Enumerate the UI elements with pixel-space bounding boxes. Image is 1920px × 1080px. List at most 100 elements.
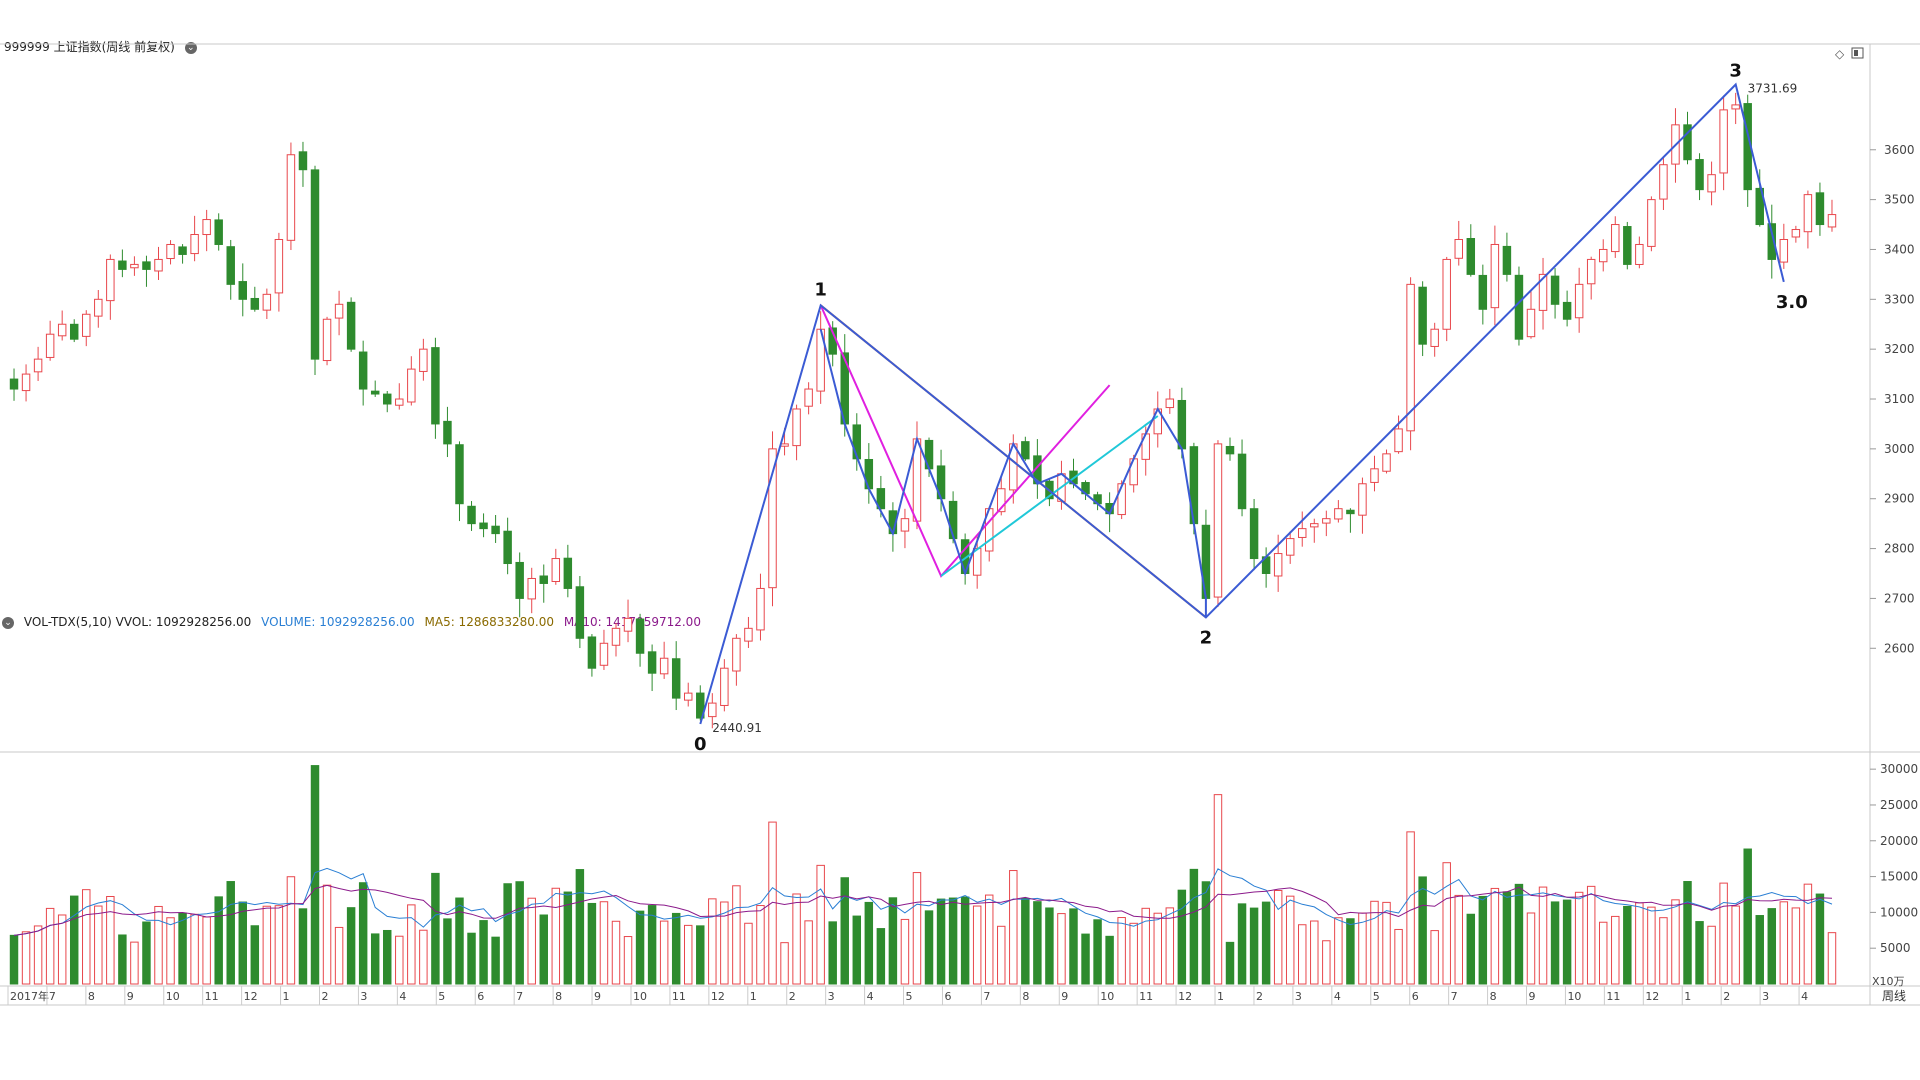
candle <box>792 408 801 447</box>
candle <box>1779 238 1789 263</box>
panel-toggle-icon[interactable] <box>1851 47 1864 59</box>
price-tick-label: 3000 <box>1884 442 1915 456</box>
time-tick-label: 2 <box>789 990 796 1003</box>
candle <box>708 702 717 718</box>
volume-bar <box>1045 907 1054 985</box>
volume-bar <box>262 905 272 985</box>
time-tick-label: 11 <box>1139 990 1153 1003</box>
volume-bar <box>659 920 669 985</box>
volume-bar <box>936 898 946 985</box>
candle <box>166 243 175 260</box>
wave-label-3-0: 3.0 <box>1776 292 1808 313</box>
candle <box>1623 226 1632 265</box>
candle <box>1382 453 1391 472</box>
candle <box>1526 308 1536 338</box>
candle <box>587 636 597 669</box>
volume-bar <box>1093 919 1102 985</box>
volume-bar <box>1213 794 1223 985</box>
volume-bar <box>1310 920 1319 985</box>
time-tick-label: 10 <box>166 990 180 1003</box>
candle <box>82 313 91 337</box>
volume-ma-lines <box>13 867 1833 936</box>
candle <box>1334 508 1343 520</box>
candle <box>214 219 223 245</box>
volume-bar <box>1574 891 1584 985</box>
candle <box>1574 283 1584 319</box>
candle <box>1478 274 1488 310</box>
volume-bar <box>154 905 163 985</box>
volume-bar <box>1117 917 1126 985</box>
candle <box>635 618 645 654</box>
volume-bar <box>1490 887 1500 985</box>
chevron-down-icon[interactable]: ⌄ <box>2 616 14 629</box>
price-tick-label: 3200 <box>1884 342 1915 356</box>
candle <box>1635 243 1644 265</box>
time-tick-label: 1 <box>283 990 290 1003</box>
volume-bar <box>647 905 657 985</box>
candle <box>1418 286 1427 345</box>
volume-bar <box>1298 924 1307 985</box>
volume-bar <box>1791 907 1801 985</box>
candle <box>647 651 657 674</box>
volume-bar <box>1334 917 1343 985</box>
time-tick-label: 1 <box>1684 990 1691 1003</box>
volume-bar <box>515 881 524 985</box>
time-tick-label: 1 <box>1217 990 1224 1003</box>
volume-bar <box>1225 941 1235 985</box>
wave-labels: 0 1 2 3 3.0 2440.91 3731.69 <box>694 60 1808 755</box>
volume-bar <box>190 913 199 985</box>
volume-bar <box>1021 897 1030 985</box>
wave-label-1: 1 <box>814 279 827 300</box>
volume-bar <box>298 908 308 985</box>
vol-tick-label: 30000 <box>1880 762 1918 776</box>
volume-bar <box>1189 868 1199 985</box>
time-axis: 2017年 7 8 9 10 11 12 1 2 3 4 5 6 7 8 9 10 11 12 1 2 3 4 5 6 7 8 9 10… <box>7 986 1906 1005</box>
low-price-annotation: 2440.91 <box>712 721 762 735</box>
volume-bar <box>274 905 284 985</box>
candle <box>419 348 428 372</box>
candle <box>1562 301 1572 320</box>
candle <box>1285 538 1295 556</box>
period-label[interactable]: 周线 <box>1882 989 1906 1003</box>
volume-bar <box>960 896 970 985</box>
candle <box>1358 483 1367 516</box>
candle <box>876 488 886 510</box>
volume-bar <box>178 912 187 985</box>
volume-bar <box>587 902 597 985</box>
volume-bar <box>1273 889 1283 985</box>
volume-bar <box>383 929 392 985</box>
candle <box>455 444 464 505</box>
candle <box>720 667 729 706</box>
vol-unit-label: X10万 <box>1872 975 1905 988</box>
vol-tick-label: 20000 <box>1880 834 1918 848</box>
diamond-icon[interactable]: ◇ <box>1835 47 1845 61</box>
candle <box>563 557 573 589</box>
volume-bar <box>623 936 633 985</box>
volume-bar <box>130 941 139 985</box>
time-tick-label: 3 <box>1762 990 1769 1003</box>
time-tick-label: 4 <box>1801 990 1808 1003</box>
volume-bar <box>828 921 837 985</box>
time-tick-label: 11 <box>672 990 686 1003</box>
time-tick-label: 6 <box>477 990 484 1003</box>
volume-bar <box>358 882 368 985</box>
high-price-annotation: 3731.69 <box>1748 81 1798 95</box>
volume-bar <box>250 925 260 985</box>
candle <box>972 548 982 576</box>
volume-bar <box>1358 912 1367 985</box>
time-tick-label: 3 <box>360 990 367 1003</box>
blue-main-wave-line <box>699 82 1785 725</box>
volume-bar <box>804 920 813 985</box>
volume-bar <box>286 876 296 985</box>
candle <box>407 368 416 403</box>
volume-bar <box>1779 901 1789 985</box>
time-tick-label: 3 <box>828 990 835 1003</box>
volume-bar <box>1406 831 1415 985</box>
candle <box>1490 243 1500 309</box>
volume-bar <box>792 893 801 985</box>
volume-bar <box>683 924 693 985</box>
candle <box>1707 174 1716 193</box>
volume-bar <box>94 905 103 985</box>
candle <box>1454 238 1463 259</box>
